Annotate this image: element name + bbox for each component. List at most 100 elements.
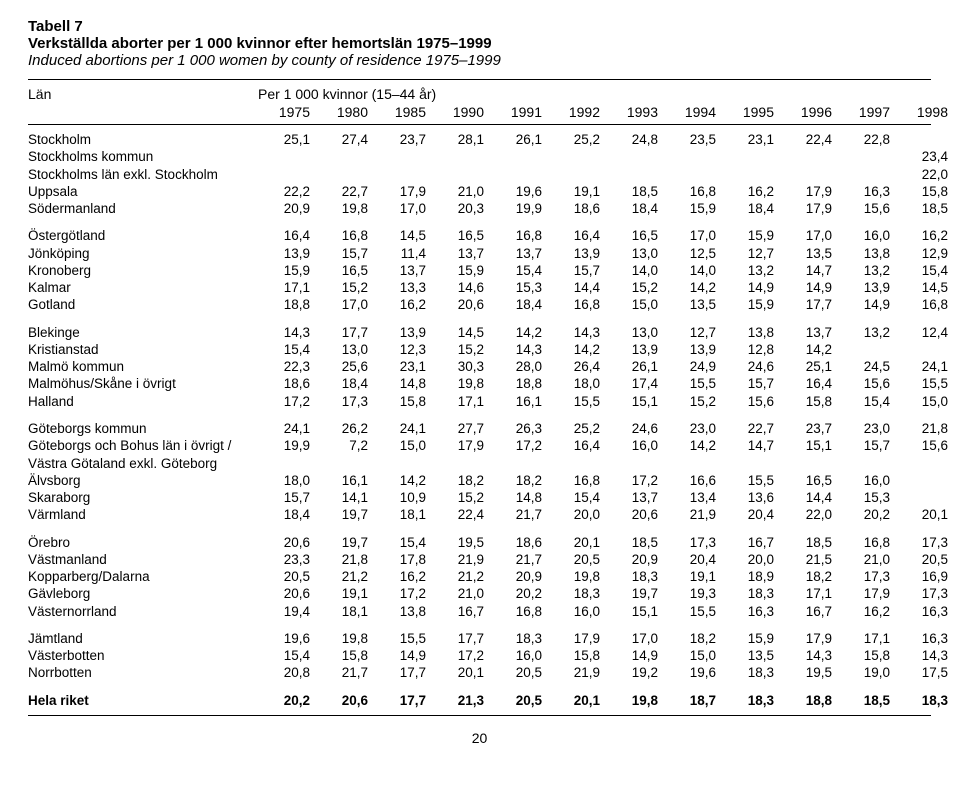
data-cell: 22,4	[432, 506, 490, 523]
data-cell: 20,5	[490, 692, 548, 709]
data-cell: 19,9	[490, 200, 548, 217]
data-cell: 16,7	[780, 603, 838, 620]
data-cell: 21,2	[432, 568, 490, 585]
data-cell: 15,7	[258, 489, 316, 506]
data-cell: 23,1	[374, 358, 432, 375]
data-cell: 16,7	[722, 534, 780, 551]
row-name: Göteborgs och Bohus län i övrigt / Västr…	[28, 437, 258, 472]
data-cell: 23,1	[722, 131, 780, 148]
data-cell: 21,7	[490, 551, 548, 568]
data-cell: 13,8	[954, 279, 959, 296]
row-name: Kopparberg/Dalarna	[28, 568, 258, 585]
data-cell: 17,9	[780, 630, 838, 647]
data-cell: 19,6	[664, 664, 722, 681]
year-header-cell: 1992	[548, 104, 606, 120]
row-name: Halland	[28, 393, 258, 410]
data-cell: 14,8	[490, 489, 548, 506]
data-cell: 16,5	[432, 227, 490, 244]
data-cell: 15,6	[838, 200, 896, 217]
data-cell: 14,0	[664, 262, 722, 279]
data-cell: 19,8	[606, 692, 664, 709]
data-cell: 19,2	[606, 664, 664, 681]
data-cell: 10,9	[374, 489, 432, 506]
data-cell: 14,3	[548, 324, 606, 341]
year-header-cell: 1994	[664, 104, 722, 120]
data-cell: 21,9	[432, 551, 490, 568]
data-cell: 13,9	[838, 279, 896, 296]
data-cell: 28,0	[490, 358, 548, 375]
table-row: Hela riket20,220,617,721,320,520,119,818…	[28, 692, 931, 709]
table-row: Stockholms län exkl. Stockholm22,021,5	[28, 166, 931, 183]
data-cell	[316, 148, 374, 165]
table-row: Stockholm25,127,423,728,126,125,224,823,…	[28, 131, 931, 148]
data-cell: 15,8	[548, 647, 606, 664]
data-cell: 18,8	[258, 296, 316, 313]
data-cell: 17,9	[374, 183, 432, 200]
table-row: Malmöhus/Skåne i övrigt18,618,414,819,81…	[28, 375, 931, 392]
row-name: Västernorrland	[28, 603, 258, 620]
data-cell: 17,3	[838, 568, 896, 585]
data-cell: 13,7	[780, 324, 838, 341]
data-cell: 17,1	[258, 279, 316, 296]
data-cell: 20,5	[490, 664, 548, 681]
data-cell: 15,5	[664, 375, 722, 392]
table-row: Kristianstad15,413,012,315,214,314,213,9…	[28, 341, 931, 358]
data-cell: 18,5	[780, 534, 838, 551]
data-cell: 19,8	[316, 630, 374, 647]
data-cell: 18,2	[780, 568, 838, 585]
data-cell	[548, 166, 606, 183]
data-cell: 18,3	[722, 585, 780, 602]
data-cell: 24,1	[374, 420, 432, 437]
data-cell	[954, 489, 959, 506]
data-cell: 21,7	[316, 664, 374, 681]
data-cell: 21,8	[316, 551, 374, 568]
data-cell: 15,5	[722, 472, 780, 489]
data-cell: 17,7	[780, 296, 838, 313]
data-cell: 13,9	[606, 341, 664, 358]
data-cell: 18,1	[316, 603, 374, 620]
data-cell: 13,8	[374, 603, 432, 620]
data-cell: 22,7	[316, 183, 374, 200]
data-cell: 15,1	[780, 437, 838, 472]
data-cell: 23,7	[374, 131, 432, 148]
data-cell: 26,2	[316, 420, 374, 437]
data-cell: 15,5	[548, 393, 606, 410]
data-cell: 17,9	[548, 630, 606, 647]
data-cell: 16,6	[954, 568, 959, 585]
data-cell: 17,7	[432, 630, 490, 647]
data-cell	[606, 148, 664, 165]
data-cell: 24,6	[722, 358, 780, 375]
table-row: Jönköping13,915,711,413,713,713,913,012,…	[28, 245, 931, 262]
row-name: Stockholms län exkl. Stockholm	[28, 166, 258, 183]
data-cell: 25,1	[780, 358, 838, 375]
data-cell: 18,2	[432, 472, 490, 489]
row-name: Östergötland	[28, 227, 258, 244]
data-cell: 14,1	[316, 489, 374, 506]
table-row: Västmanland23,321,817,821,921,720,520,92…	[28, 551, 931, 568]
data-cell: 13,7	[374, 262, 432, 279]
data-cell: 15,8	[780, 393, 838, 410]
data-cell: 18,2	[490, 472, 548, 489]
row-name: Blekinge	[28, 324, 258, 341]
data-cell: 16,4	[548, 437, 606, 472]
data-cell: 20,9	[606, 551, 664, 568]
data-cell: 25,6	[316, 358, 374, 375]
data-cell: 14,7	[780, 262, 838, 279]
data-cell: 23,0	[838, 420, 896, 437]
data-cell: 17,4	[606, 375, 664, 392]
table-row: Örebro20,619,715,419,518,620,118,517,316…	[28, 534, 931, 551]
data-cell: 13,6	[722, 489, 780, 506]
data-cell: 20,5	[548, 551, 606, 568]
data-cell: 16,8	[316, 227, 374, 244]
data-cell: 13,2	[838, 262, 896, 279]
data-cell: 15,2	[954, 227, 959, 244]
data-cell	[548, 148, 606, 165]
data-cell: 21,7	[490, 506, 548, 523]
data-cell: 20,5	[896, 551, 954, 568]
year-header-cell: 1996	[780, 104, 838, 120]
data-cell: 13,9	[374, 324, 432, 341]
data-cell: 16,2	[374, 296, 432, 313]
data-cell: 20,4	[664, 551, 722, 568]
year-header-cell: 1993	[606, 104, 664, 120]
data-cell: 21,1	[954, 551, 959, 568]
